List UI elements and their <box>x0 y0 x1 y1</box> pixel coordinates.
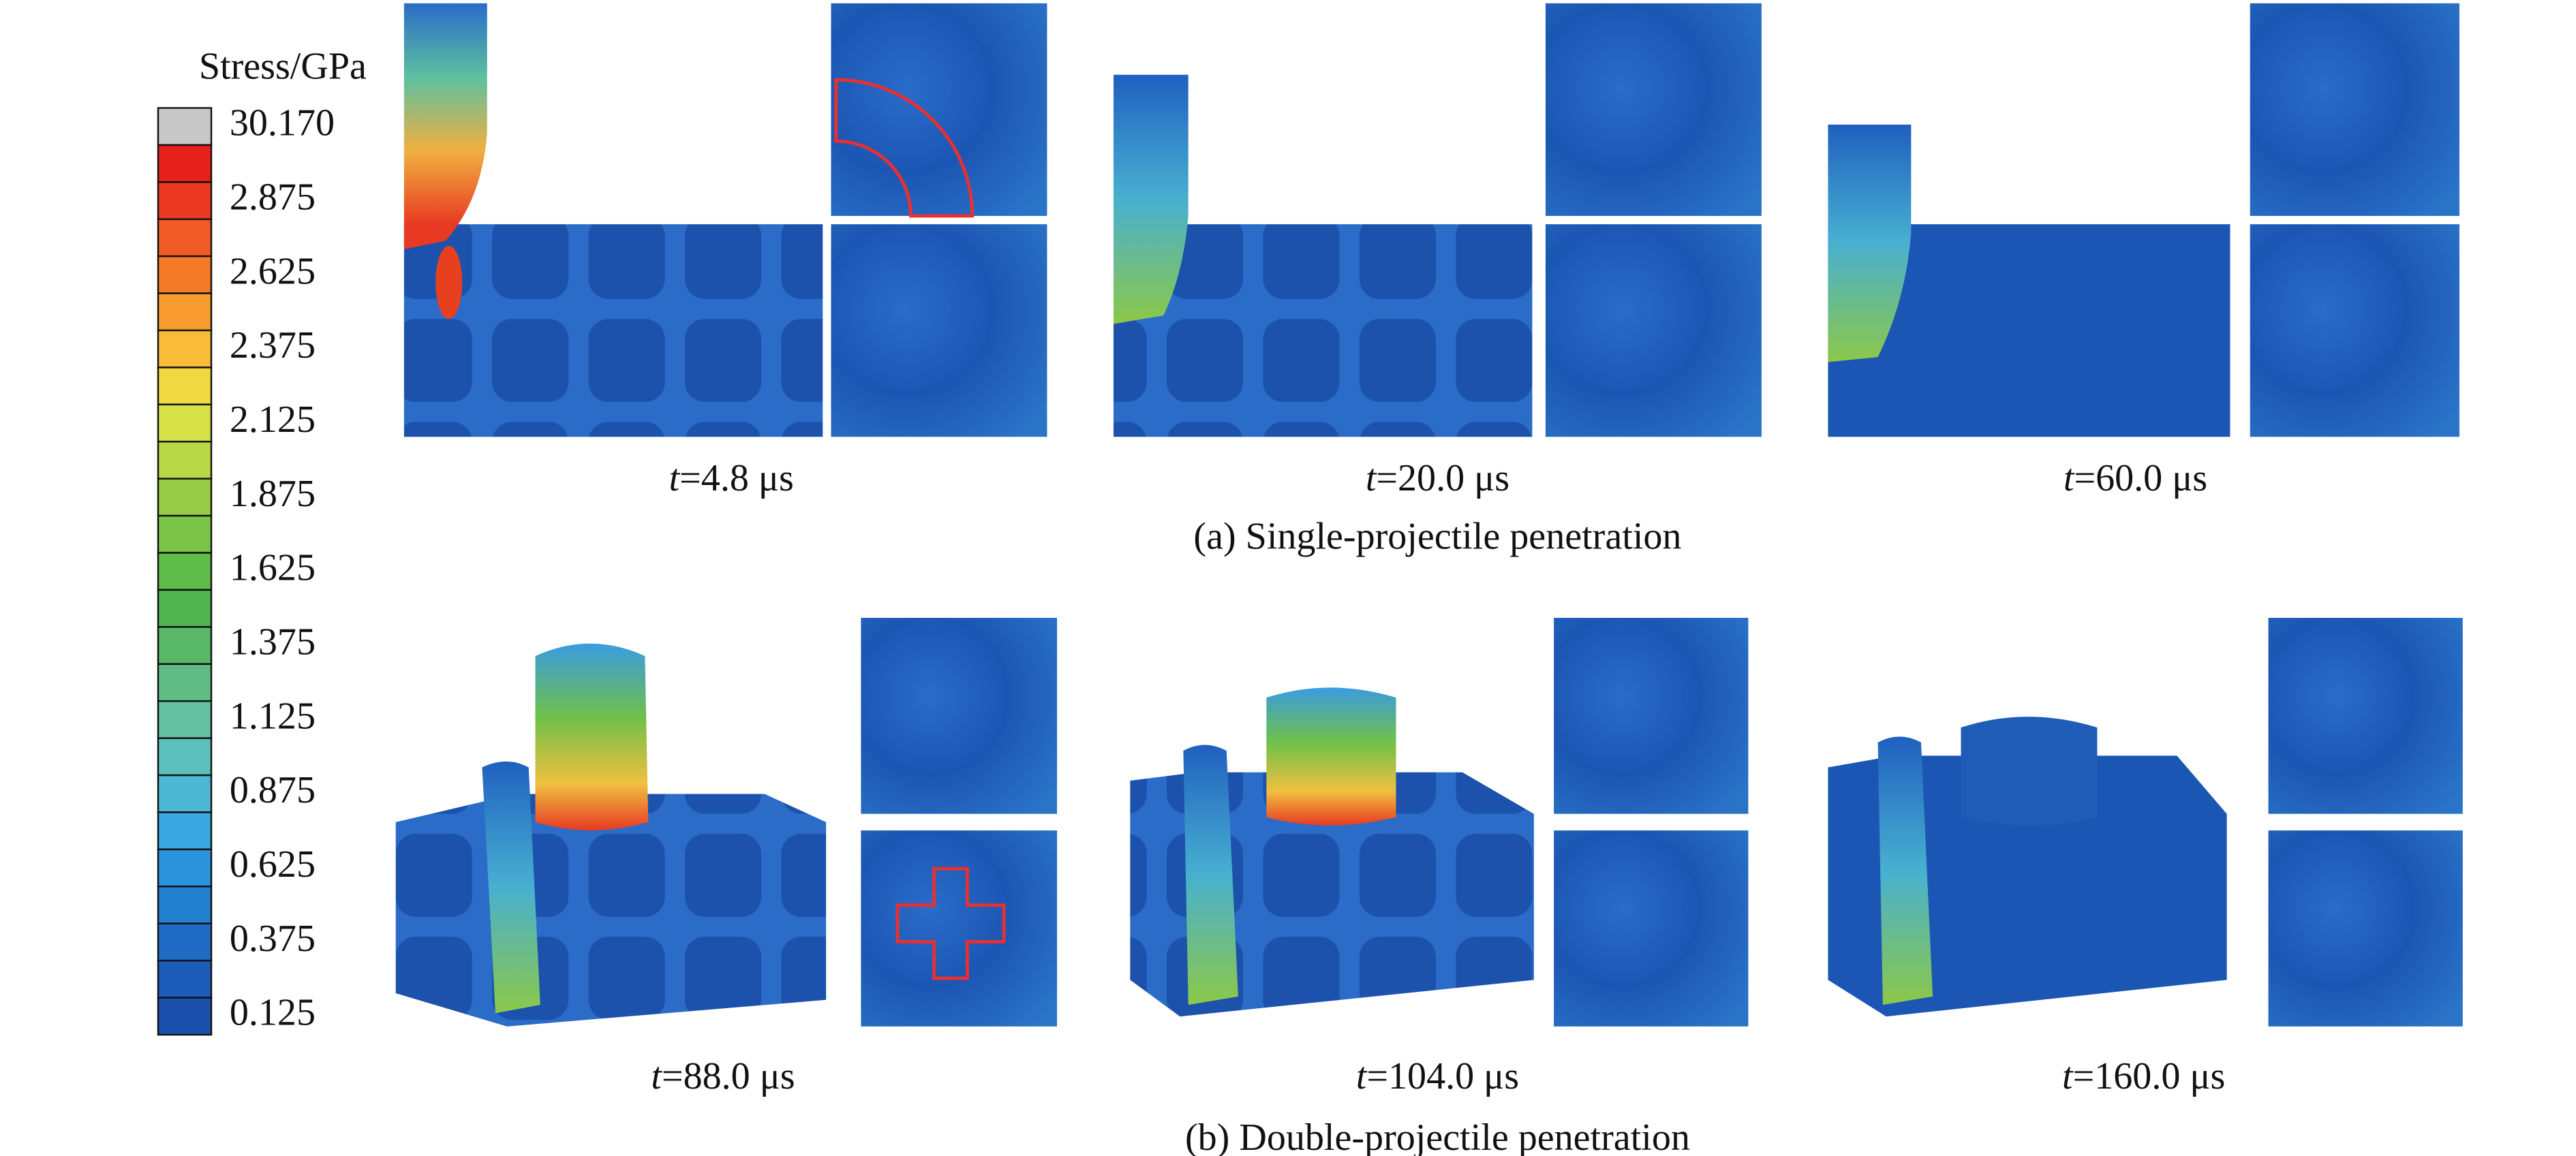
time-value: =160.0 μs <box>2073 1055 2226 1097</box>
target-plate <box>1113 224 1533 437</box>
colorbar-label: 1.875 <box>230 473 316 515</box>
detail-view <box>2250 3 2459 216</box>
colorbar-box <box>157 329 213 369</box>
highlight-region <box>834 78 975 218</box>
colorbar-box <box>157 997 213 1036</box>
time-label: t=104.0 μs <box>1356 1055 1519 1097</box>
detail-view <box>2250 224 2459 437</box>
detail-view <box>2268 830 2463 1027</box>
colorbar-label: 0.625 <box>230 843 316 886</box>
time-variable: t <box>2064 457 2075 499</box>
colorbar-box <box>157 255 213 294</box>
panel-caption: (b) Double-projectile penetration <box>1185 1116 1690 1156</box>
colorbar-label: 2.375 <box>230 324 316 366</box>
colorbar-label: 30.170 <box>230 102 335 144</box>
colorbar-box <box>157 811 213 851</box>
panel-b-images <box>395 618 2463 1027</box>
colorbar-box <box>157 107 213 146</box>
colorbar-label: 0.375 <box>230 918 316 960</box>
colorbar-label: 2.625 <box>230 250 316 292</box>
colorbar-box <box>157 922 213 962</box>
stress-spot <box>435 245 463 319</box>
colorbar-box <box>157 663 213 702</box>
time-value: =4.8 μs <box>679 457 794 499</box>
time-variable: t <box>1366 457 1377 499</box>
time-variable: t <box>651 1055 662 1097</box>
panel-caption: (a) Single-projectile penetration <box>1193 515 1681 557</box>
projectile <box>535 643 649 831</box>
projectile <box>1877 736 1933 1005</box>
detail-view <box>831 3 1047 216</box>
detail-view <box>1554 618 1749 814</box>
colorbar-box <box>157 181 213 220</box>
detail-view <box>1545 3 1762 216</box>
projectile <box>1828 124 1912 362</box>
detail-view <box>861 830 1058 1027</box>
detail-view <box>831 224 1047 437</box>
projectile <box>403 3 487 249</box>
colorbar-box <box>157 218 213 257</box>
colorbar-label: 0.125 <box>230 992 316 1034</box>
projectile <box>482 761 540 1014</box>
time-label: t=88.0 μs <box>651 1055 795 1097</box>
detail-view <box>861 618 1058 814</box>
projectile <box>1113 74 1189 324</box>
time-label: t=60.0 μs <box>2064 457 2207 499</box>
colorbar-label: 2.875 <box>230 176 316 218</box>
colorbar-box <box>157 403 213 443</box>
time-value: =88.0 μs <box>662 1055 795 1097</box>
highlight-region <box>895 866 1006 980</box>
colorbar-label: 1.625 <box>230 547 316 589</box>
colorbar-box <box>157 700 213 739</box>
colorbar-label: 2.125 <box>230 399 316 441</box>
projectile <box>1183 745 1238 1005</box>
detail-view <box>1554 830 1749 1027</box>
time-variable: t <box>2062 1055 2074 1097</box>
colorbar-box <box>157 292 213 332</box>
colorbar-title: Stress/GPa <box>199 45 367 87</box>
colorbar-label: 0.875 <box>230 769 316 811</box>
time-value: =104.0 μs <box>1366 1055 1519 1097</box>
colorbar-box <box>157 959 213 999</box>
colorbar-box <box>157 514 213 554</box>
time-value: =20.0 μs <box>1376 457 1509 499</box>
colorbar-box <box>157 737 213 777</box>
colorbar-box <box>157 144 213 183</box>
time-label: t=20.0 μs <box>1366 457 1509 499</box>
colorbar-box <box>157 886 213 924</box>
colorbar-box <box>157 774 213 813</box>
projectile <box>1961 717 2098 826</box>
colorbar-box <box>157 366 213 406</box>
colorbar-box <box>157 478 213 517</box>
time-value: =60.0 μs <box>2074 457 2207 499</box>
colorbar-box <box>157 848 213 888</box>
colorbar-box <box>157 626 213 666</box>
time-variable: t <box>669 457 681 499</box>
projectile <box>1266 687 1396 826</box>
time-label: t=4.8 μs <box>669 457 794 499</box>
colorbar-label: 1.375 <box>230 621 316 663</box>
colorbar-box <box>157 441 213 480</box>
time-label: t=160.0 μs <box>2062 1055 2225 1097</box>
colorbar-label: 1.125 <box>230 695 316 737</box>
detail-view <box>1545 224 1762 437</box>
time-variable: t <box>1356 1055 1368 1097</box>
colorbar-box <box>157 589 213 628</box>
panel-a-images <box>403 3 2459 437</box>
detail-view <box>2268 618 2463 814</box>
target-plate <box>403 224 823 437</box>
colorbar-box <box>157 552 213 591</box>
